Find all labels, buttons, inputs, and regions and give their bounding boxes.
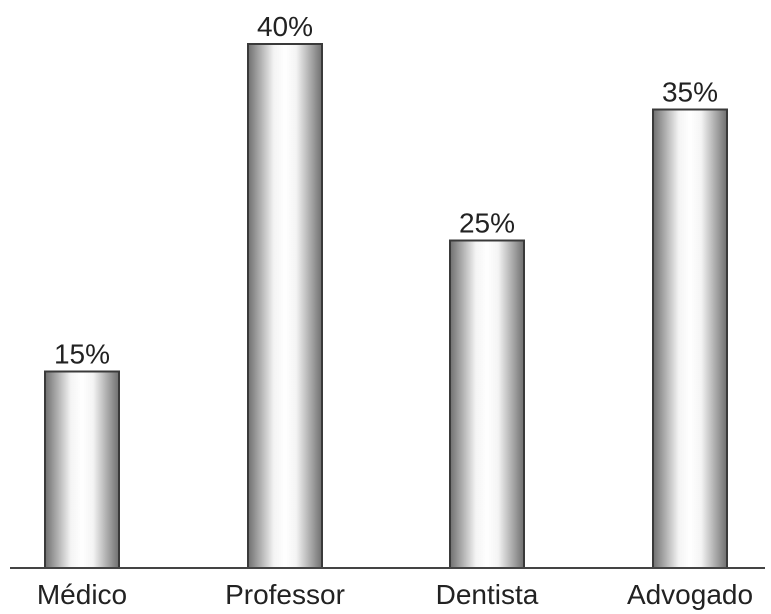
bar-2 [449, 239, 525, 569]
bar-1 [247, 43, 323, 569]
category-labels-layer: Médico Professor Dentista Advogado [37, 579, 753, 610]
bar-3 [652, 108, 728, 569]
category-label-0: Médico [37, 579, 127, 610]
category-label-1: Professor [225, 579, 345, 610]
value-label-1: 40% [257, 11, 313, 42]
value-label-0: 15% [54, 339, 110, 370]
bars-layer [44, 43, 728, 569]
bar-0 [44, 370, 120, 569]
value-label-3: 35% [662, 77, 718, 108]
value-labels-layer: 15% 40% 25% 35% [54, 11, 718, 370]
value-label-2: 25% [459, 208, 515, 239]
category-label-2: Dentista [436, 579, 539, 610]
category-label-3: Advogado [627, 579, 753, 610]
